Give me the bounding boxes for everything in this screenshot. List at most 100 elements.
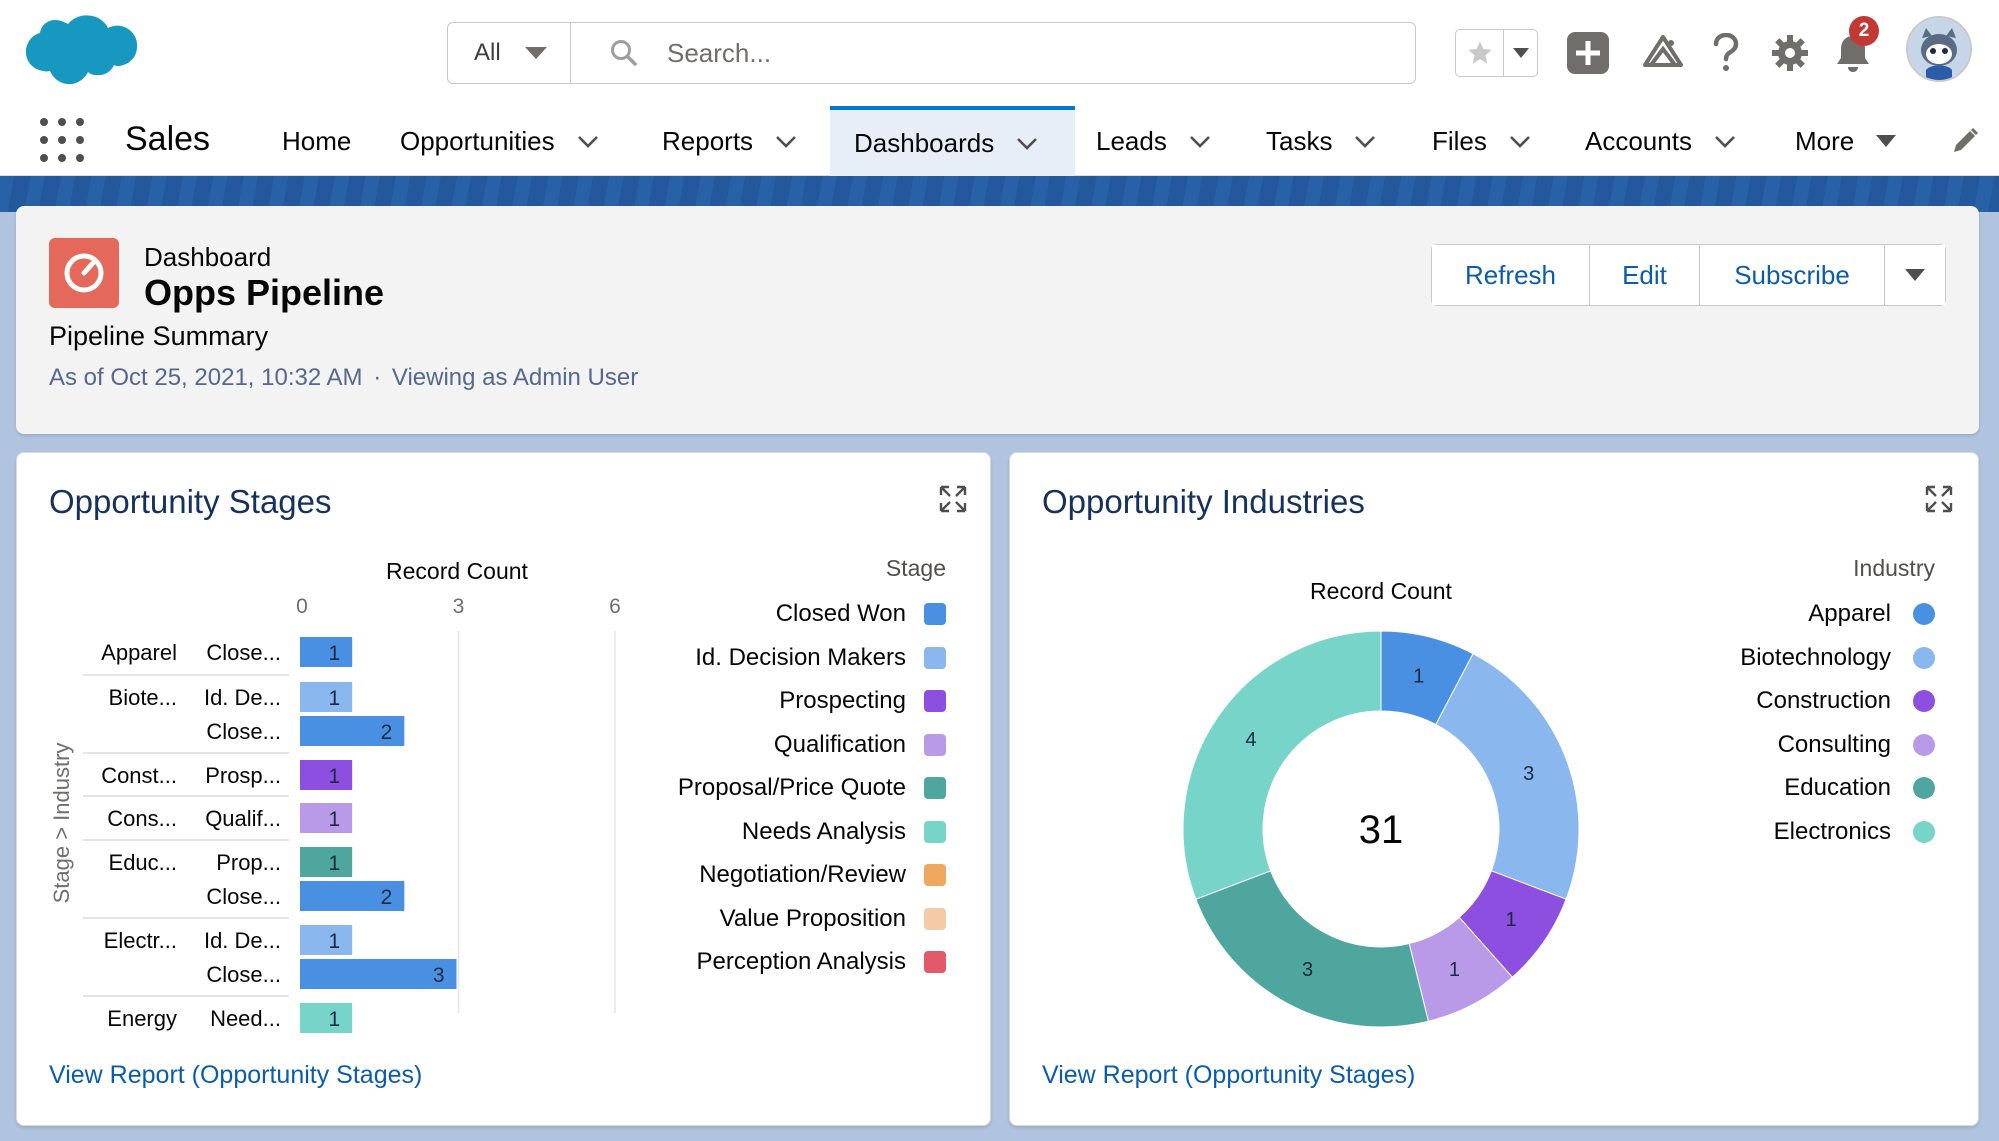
legend-item[interactable]: Apparel — [1808, 600, 1935, 628]
chevron-down-icon[interactable] — [1187, 128, 1213, 154]
nav-item-label: Opportunities — [400, 125, 555, 156]
legend-item[interactable]: Electronics — [1774, 818, 1935, 846]
legend-item[interactable]: Construction — [1756, 687, 1935, 715]
favorite-star-button[interactable] — [1456, 30, 1504, 76]
legend-item[interactable]: Proposal/Price Quote — [678, 774, 946, 802]
y-axis-title: Stage > Industry — [49, 743, 74, 904]
donut-slice[interactable] — [1435, 653, 1580, 900]
legend-item[interactable]: Perception Analysis — [697, 948, 946, 976]
stage-label: Prop... — [216, 850, 281, 875]
opportunity-industries-card: Opportunity Industries Record Count 1 3 1 1 3… — [1009, 452, 1979, 1126]
nav-item-reports[interactable]: Reports — [662, 106, 799, 176]
search-scope-dropdown[interactable]: All — [448, 23, 571, 83]
legend-label: Construction — [1756, 687, 1891, 714]
bar[interactable] — [300, 682, 353, 712]
more-actions-button[interactable] — [1885, 245, 1945, 305]
legend-swatch — [924, 690, 946, 712]
bar[interactable] — [300, 847, 353, 877]
chevron-down-icon[interactable] — [575, 128, 601, 154]
nav-item-home[interactable]: Home — [282, 106, 351, 176]
global-create-button[interactable] — [1565, 28, 1611, 78]
help-button[interactable] — [1703, 28, 1749, 78]
salesforce-logo[interactable] — [20, 12, 138, 94]
legend-item[interactable]: Consulting — [1778, 731, 1935, 759]
favorites-menu-button[interactable] — [1504, 30, 1537, 76]
legend-label: Electronics — [1773, 817, 1891, 845]
nav-item-dashboards[interactable]: Dashboards — [830, 106, 1075, 176]
app-nav-bar: Sales Home Opportunities Reports Dashboa… — [0, 106, 1999, 176]
industry-group-label: Electr... — [104, 928, 177, 953]
expand-icon[interactable] — [1925, 485, 1953, 513]
search-input[interactable] — [667, 37, 1267, 69]
app-name: Sales — [125, 120, 211, 158]
app-launcher-icon[interactable] — [40, 118, 84, 162]
dashboard-subtitle: Pipeline Summary — [49, 321, 269, 351]
slice-value-label: 4 — [1245, 729, 1256, 751]
expand-icon[interactable] — [939, 485, 967, 513]
stage-label: Qualif... — [205, 806, 281, 831]
bar[interactable] — [300, 1003, 353, 1033]
nav-item-label: Reports — [662, 125, 754, 156]
bar[interactable] — [300, 637, 353, 667]
favorites-group — [1455, 29, 1538, 77]
legend-item[interactable]: Education — [1784, 774, 1935, 802]
bar[interactable] — [300, 925, 353, 955]
bar-value-label: 2 — [381, 886, 393, 909]
subscribe-button[interactable]: Subscribe — [1700, 245, 1885, 305]
legend-item[interactable]: Prospecting — [779, 687, 946, 715]
search-field[interactable] — [571, 23, 1415, 83]
legend-item[interactable]: Negotiation/Review — [699, 861, 946, 889]
chevron-down-icon[interactable] — [773, 128, 799, 154]
legend-item[interactable]: Biotechnology — [1740, 644, 1935, 672]
legend-label: Negotiation/Review — [699, 861, 906, 888]
chevron-down-icon[interactable] — [1712, 128, 1738, 154]
legend-label: Prospecting — [779, 687, 906, 714]
legend-item[interactable]: Id. Decision Makers — [695, 644, 946, 672]
edit-nav-pencil-icon[interactable] — [1950, 126, 1980, 156]
legend-swatch — [924, 820, 946, 843]
bar[interactable] — [300, 716, 405, 746]
setup-button[interactable] — [1767, 28, 1813, 78]
search-icon — [611, 40, 637, 66]
trailhead-button[interactable] — [1640, 28, 1686, 78]
user-avatar[interactable] — [1906, 16, 1972, 82]
legend-swatch — [924, 951, 946, 973]
bar[interactable] — [300, 881, 405, 911]
donut-slice[interactable] — [1182, 630, 1382, 900]
stage-label: Id. De... — [204, 928, 281, 953]
legend-item[interactable]: Closed Won — [776, 600, 946, 628]
nav-item-leads[interactable]: Leads — [1096, 106, 1213, 176]
chevron-down-icon[interactable] — [1352, 128, 1378, 154]
nav-item-opportunities[interactable]: Opportunities — [400, 106, 601, 176]
edit-button[interactable]: Edit — [1590, 245, 1700, 305]
legend-item[interactable]: Value Proposition — [720, 905, 946, 933]
bar-value-label: 1 — [328, 687, 340, 710]
legend-dot — [1913, 820, 1935, 843]
bar[interactable] — [300, 760, 353, 790]
nav-item-more[interactable]: More — [1795, 106, 1897, 176]
nav-item-accounts[interactable]: Accounts — [1585, 106, 1738, 176]
chevron-down-icon[interactable] — [1014, 130, 1040, 156]
bar[interactable] — [300, 959, 457, 989]
stage-label: Prosp... — [205, 763, 281, 788]
viewing-as: Viewing as Admin User — [391, 364, 639, 391]
donut-total: 31 — [1359, 808, 1404, 852]
plus-icon — [1567, 32, 1609, 74]
gauge-icon — [64, 253, 104, 293]
bar[interactable] — [300, 803, 353, 833]
refresh-button[interactable]: Refresh — [1432, 245, 1590, 305]
nav-item-files[interactable]: Files — [1432, 106, 1533, 176]
view-report-link[interactable]: View Report (Opportunity Stages) — [49, 1061, 423, 1089]
legend-swatch — [924, 646, 946, 669]
stage-label: Close... — [206, 884, 281, 909]
dashboard-eyebrow: Dashboard — [144, 242, 272, 272]
legend-item[interactable]: Needs Analysis — [742, 818, 946, 846]
donut-slice[interactable] — [1195, 870, 1429, 1028]
legend-item[interactable]: Qualification — [774, 731, 946, 759]
view-report-link[interactable]: View Report (Opportunity Stages) — [1042, 1061, 1416, 1089]
trailhead-icon — [1643, 35, 1683, 67]
legend-label: Consulting — [1777, 730, 1891, 758]
chevron-down-icon[interactable] — [1507, 128, 1533, 154]
legend-dot — [1913, 777, 1935, 799]
nav-item-tasks[interactable]: Tasks — [1266, 106, 1378, 176]
